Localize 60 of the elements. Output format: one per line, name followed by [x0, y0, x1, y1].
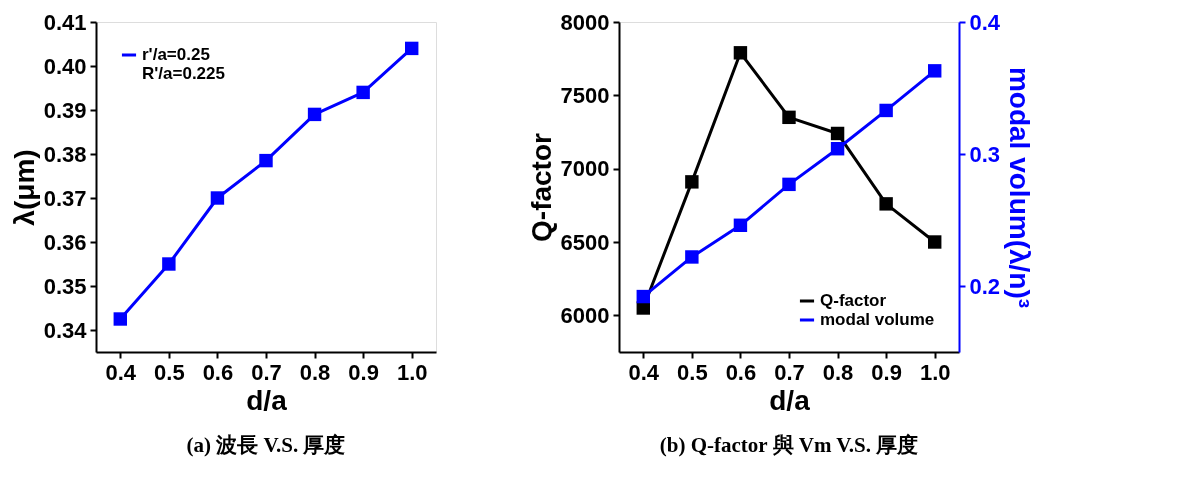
x-axis-title: d/a — [246, 384, 288, 416]
y2-tick-label: 0.4 — [969, 9, 1001, 35]
y2-tick-label: 0.3 — [969, 141, 1001, 167]
point — [162, 257, 176, 271]
point — [259, 153, 273, 168]
point — [733, 46, 748, 60]
point — [928, 64, 942, 78]
y-tick-label: 6500 — [560, 229, 610, 255]
point — [830, 126, 845, 141]
point — [356, 85, 370, 100]
y-tick-label: 8000 — [560, 9, 610, 35]
x-tick-label: 1.0 — [919, 359, 951, 385]
point — [879, 103, 893, 118]
legend-label: r'/a=0.25 R'/a=0.225 — [142, 45, 225, 83]
y-tick-label: 7000 — [560, 156, 610, 182]
y2-tick-label: 0.2 — [969, 273, 1001, 299]
y-axis-title: Q-factor — [525, 132, 557, 242]
y-tick-label: 0.41 — [43, 9, 87, 35]
y-tick-label: 0.39 — [43, 97, 87, 123]
y-tick-label: 7500 — [560, 82, 610, 108]
y-tick-label: 0.38 — [43, 141, 87, 167]
point — [928, 235, 942, 249]
point — [685, 250, 699, 264]
point — [685, 175, 699, 189]
y-tick-label: 0.37 — [43, 185, 87, 211]
x-tick-label: 0.7 — [774, 359, 805, 385]
x-tick-label: 0.8 — [822, 359, 854, 385]
point — [405, 41, 419, 56]
text: (b) Q-factor 與 Vm V.S. 厚度 — [659, 433, 919, 457]
x-tick-label: 1.0 — [396, 359, 428, 385]
x-tick-label: 0.6 — [202, 359, 234, 385]
x-tick-label: 0.8 — [299, 359, 331, 385]
point — [636, 289, 650, 304]
x-tick-label: 0.5 — [154, 359, 185, 385]
y2-axis-title: modal volum(λ/n)³ — [1004, 66, 1036, 309]
x-tick-label: 0.7 — [251, 359, 282, 385]
x-tick-label: 0.9 — [871, 359, 902, 385]
y-tick-label: 0.35 — [43, 273, 87, 299]
point — [782, 177, 796, 192]
y-axis-title: λ(μm) — [8, 149, 40, 226]
x-axis-title: d/a — [769, 384, 811, 416]
y-tick-label: 0.40 — [43, 53, 87, 79]
legend-label: modal volume — [820, 310, 935, 329]
x-tick-label: 0.9 — [348, 359, 379, 385]
y-tick-label: 0.36 — [43, 229, 87, 255]
text: (a) 波長 V.S. 厚度 — [186, 433, 346, 457]
point — [307, 107, 322, 122]
point — [782, 110, 796, 125]
x-tick-label: 0.4 — [628, 359, 660, 385]
point — [113, 312, 127, 326]
point — [210, 191, 225, 205]
y-tick-label: 6000 — [560, 302, 610, 328]
legend-label: Q-factor — [820, 291, 887, 310]
x-tick-label: 0.4 — [105, 359, 137, 385]
y-tick-label: 0.34 — [43, 317, 88, 343]
point — [879, 197, 893, 211]
x-tick-label: 0.6 — [725, 359, 757, 385]
point — [830, 142, 845, 156]
x-tick-label: 0.5 — [677, 359, 708, 385]
point — [733, 218, 748, 232]
